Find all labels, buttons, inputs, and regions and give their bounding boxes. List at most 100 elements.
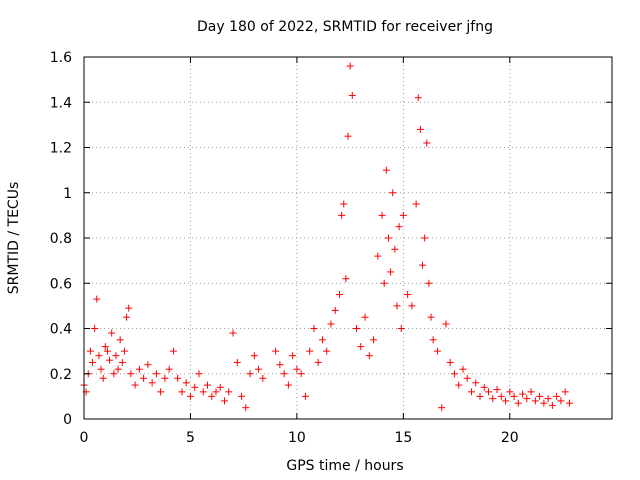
data-point xyxy=(335,291,343,299)
data-point xyxy=(412,200,420,208)
data-point xyxy=(561,388,569,396)
data-point xyxy=(140,374,148,382)
data-point xyxy=(280,370,288,378)
data-point xyxy=(391,245,399,253)
data-point xyxy=(472,379,480,387)
data-point xyxy=(301,392,309,400)
data-point xyxy=(221,397,229,405)
data-point xyxy=(353,325,361,332)
data-point xyxy=(399,211,407,219)
data-point xyxy=(144,361,152,369)
y-tick-label: 1.2 xyxy=(50,141,72,157)
data-point xyxy=(259,374,267,382)
data-point xyxy=(357,343,365,351)
data-point xyxy=(497,392,505,400)
y-tick-label: 0 xyxy=(63,412,72,428)
data-point xyxy=(284,381,292,389)
data-point xyxy=(416,125,424,133)
data-point xyxy=(120,347,128,355)
data-point xyxy=(459,365,467,373)
data-point xyxy=(272,347,280,355)
data-point xyxy=(531,397,539,405)
data-point xyxy=(89,358,97,366)
data-point xyxy=(103,347,111,355)
x-tick-label: 15 xyxy=(394,430,412,446)
data-point xyxy=(246,370,254,378)
data-point xyxy=(378,211,386,219)
data-point xyxy=(540,399,548,407)
data-point xyxy=(340,200,348,208)
data-point xyxy=(297,370,305,378)
data-point xyxy=(338,211,346,219)
data-point xyxy=(365,352,373,360)
data-point xyxy=(118,358,126,366)
data-point xyxy=(293,365,301,373)
data-point xyxy=(489,395,497,403)
y-tick-label: 0.2 xyxy=(50,367,72,383)
data-point xyxy=(427,313,435,321)
data-point xyxy=(216,383,224,391)
data-point xyxy=(182,379,190,387)
y-axis-title: SRMTID / TECUs xyxy=(6,182,22,295)
data-point xyxy=(99,374,107,382)
data-point xyxy=(97,365,105,373)
chart-title: Day 180 of 2022, SRMTID for receiver jfn… xyxy=(197,19,493,35)
data-point xyxy=(255,365,263,373)
data-point xyxy=(393,302,401,310)
data-point xyxy=(161,374,169,382)
data-point xyxy=(314,358,322,366)
data-point xyxy=(565,399,573,407)
y-tick-label: 1.6 xyxy=(50,50,72,66)
data-point xyxy=(510,392,518,400)
y-tick-label: 0.4 xyxy=(50,322,72,338)
data-point xyxy=(178,388,186,396)
data-point xyxy=(463,374,471,382)
data-point xyxy=(106,356,114,364)
data-point xyxy=(553,392,561,400)
data-point xyxy=(276,361,284,369)
data-point xyxy=(467,388,475,396)
data-point xyxy=(476,392,484,400)
data-point xyxy=(306,347,314,355)
data-point xyxy=(485,388,493,396)
data-point xyxy=(203,381,211,389)
data-point xyxy=(423,139,431,147)
data-point xyxy=(229,329,237,337)
data-point xyxy=(152,370,160,378)
axis-ticks: 0 5 10 15 20 0 0.2 0.4 0.6 0.8 1 1.2 1.4 1.6 xyxy=(50,50,612,446)
data-point xyxy=(208,392,216,400)
data-points xyxy=(80,62,573,412)
data-point xyxy=(238,392,246,400)
data-point xyxy=(544,395,552,403)
data-point xyxy=(110,370,118,378)
data-point xyxy=(323,347,331,355)
data-point xyxy=(233,358,241,366)
data-point xyxy=(225,388,233,396)
data-point xyxy=(514,399,522,407)
data-point xyxy=(123,313,131,321)
data-point xyxy=(527,388,535,396)
data-point xyxy=(114,365,122,373)
data-point xyxy=(455,381,463,389)
data-point xyxy=(450,370,458,378)
data-point xyxy=(414,94,422,102)
data-point xyxy=(342,275,350,283)
data-point xyxy=(519,390,527,398)
data-point xyxy=(408,302,416,310)
data-point xyxy=(382,166,390,174)
data-point xyxy=(395,223,403,231)
y-tick-label: 1 xyxy=(63,186,72,202)
data-point xyxy=(86,347,94,355)
x-tick-label: 5 xyxy=(186,430,195,446)
data-point xyxy=(421,234,429,242)
data-point xyxy=(493,386,501,394)
data-point xyxy=(442,320,450,328)
data-point xyxy=(310,325,318,332)
data-point xyxy=(212,388,220,396)
data-point xyxy=(101,343,109,351)
data-point xyxy=(93,295,101,303)
data-point xyxy=(374,252,382,260)
data-point xyxy=(116,336,124,344)
data-point xyxy=(242,404,250,412)
